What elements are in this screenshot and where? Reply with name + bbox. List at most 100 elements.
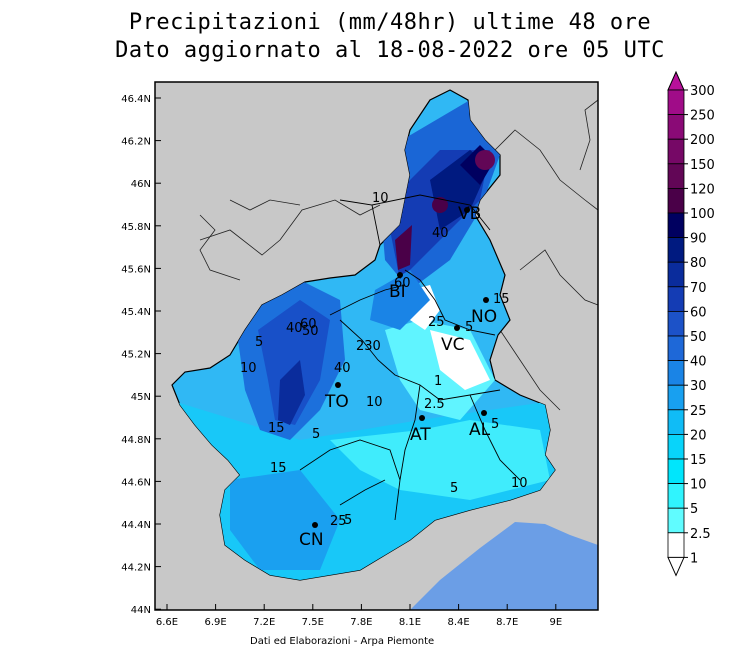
legend-label: 80 xyxy=(690,256,707,271)
legend-swatch xyxy=(667,237,685,263)
city-label-al: AL xyxy=(469,420,491,440)
legend-swatch xyxy=(667,507,685,534)
contour-label: 5 xyxy=(450,481,458,496)
x-tick-label: 8.1E xyxy=(399,617,421,628)
y-tick-label: 45.8N xyxy=(121,222,151,233)
legend-swatch xyxy=(667,114,685,140)
y-tick-label: 44.4N xyxy=(121,520,151,531)
legend-label: 120 xyxy=(690,182,715,197)
contour-label: 25 xyxy=(330,514,347,529)
legend-swatch xyxy=(667,458,685,485)
city-dot xyxy=(454,325,460,331)
contour-label: 5 xyxy=(491,417,499,432)
x-tick-label: 7.8E xyxy=(350,617,372,628)
map-frame xyxy=(154,81,599,611)
y-tick-label: 45.6N xyxy=(121,264,151,275)
city-dot xyxy=(483,297,489,303)
legend-label: 250 xyxy=(690,109,715,124)
legend-cap-bottom xyxy=(667,556,685,577)
city-label-to: TO xyxy=(324,392,349,412)
legend-label: 150 xyxy=(690,158,715,173)
contour-label: 25 xyxy=(428,315,445,330)
legend-label: 100 xyxy=(690,207,715,222)
city-dot xyxy=(419,415,425,421)
contour-label: 10 xyxy=(511,476,528,491)
contour-label: 5 xyxy=(312,427,320,442)
y-tick-label: 44N xyxy=(131,605,151,616)
contour-label: 5 xyxy=(465,320,473,335)
city-label-cn: CN xyxy=(299,530,324,550)
contour-label: 40 xyxy=(286,321,303,336)
city-label-vb: VB xyxy=(458,204,481,224)
neighbor-borders xyxy=(199,99,599,411)
legend-swatch xyxy=(667,187,685,214)
y-tick-label: 46N xyxy=(131,179,151,190)
legend-label: 10 xyxy=(690,478,707,493)
legend-label: 90 xyxy=(690,232,707,247)
legend-label: 1 xyxy=(690,551,698,566)
contour-label: 50 xyxy=(302,324,319,339)
y-tick-label: 44.2N xyxy=(121,563,151,574)
legend-swatch xyxy=(667,212,685,239)
x-tick-label: 7.5E xyxy=(302,617,324,628)
x-axis: 6.6E 6.9E 7.2E 7.5E 7.8E 8.1E 8.4E 8.7E 9E xyxy=(156,604,562,628)
legend-swatch xyxy=(667,433,685,460)
x-tick-label: 9E xyxy=(549,617,562,628)
city-label-no: NO xyxy=(471,307,497,327)
legend-label: 60 xyxy=(690,305,707,320)
map-title-line-2: Dato aggiornato al 18-08-2022 ore 05 UTC xyxy=(115,38,665,63)
legend-swatch xyxy=(667,310,685,337)
legend-swatch xyxy=(667,532,685,558)
x-tick-label: 6.9E xyxy=(204,617,226,628)
legend-swatch xyxy=(667,138,685,165)
y-tick-label: 44.8N xyxy=(121,435,151,446)
contour-label: 5 xyxy=(344,513,352,528)
legend-label: 50 xyxy=(690,330,707,345)
y-tick-label: 44.6N xyxy=(121,477,151,488)
y-tick-label: 46.4N xyxy=(121,94,151,105)
legend-label: 2.5 xyxy=(690,527,711,542)
city-dot xyxy=(397,272,403,278)
contour-label: 10 xyxy=(372,191,389,206)
legend-label: 70 xyxy=(690,281,707,296)
legend-swatch xyxy=(667,89,685,116)
x-tick-label: 7.2E xyxy=(253,617,275,628)
province-borders xyxy=(299,194,521,521)
data-credit: Dati ed Elaborazioni - Arpa Piemonte xyxy=(250,636,435,647)
legend-swatch xyxy=(667,163,685,189)
legend-label: 25 xyxy=(690,404,707,419)
city-label-at: AT xyxy=(410,425,431,445)
contour-label: 5 xyxy=(255,335,263,350)
contour-label: 15 xyxy=(493,292,510,307)
city-label-bi: BI xyxy=(389,282,406,302)
legend-label: 40 xyxy=(690,355,707,370)
legend-label: 20 xyxy=(690,428,707,443)
legend-label: 5 xyxy=(690,502,698,517)
color-legend: 3002502001501201009080706050403025201510… xyxy=(667,70,715,577)
legend-label: 15 xyxy=(690,453,707,468)
contour-label: 60 xyxy=(300,317,317,332)
city-dot xyxy=(464,207,470,213)
contour-label: 1 xyxy=(434,374,442,389)
x-tick-label: 8.4E xyxy=(447,617,469,628)
y-tick-label: 45.4N xyxy=(121,307,151,318)
contour-label: 15 xyxy=(270,461,287,476)
legend-swatch xyxy=(667,384,685,411)
contour-labels: 10 60 40 50 5 15 25 5 40 230 10 1 2.5 5 … xyxy=(240,191,528,529)
y-axis: 46.4N 46.2N 46N 45.8N 45.6N 45.4N 45.2N 45N 44.8… xyxy=(121,94,161,616)
legend-swatch xyxy=(667,483,685,509)
contour-label: 40 xyxy=(432,226,449,241)
city-dot xyxy=(312,522,318,528)
legend-swatch xyxy=(667,335,685,362)
contour-label: 10 xyxy=(366,395,383,410)
x-tick-label: 8.7E xyxy=(496,617,518,628)
city-markers: VB BI NO VC TO AT AL CN xyxy=(299,204,497,550)
y-tick-label: 46.2N xyxy=(121,137,151,148)
legend-swatch xyxy=(667,286,685,312)
city-dot xyxy=(335,382,341,388)
legend-swatch xyxy=(667,261,685,288)
x-tick-label: 6.6E xyxy=(156,617,178,628)
contour-label: 230 xyxy=(356,339,381,354)
contour-label: 2.5 xyxy=(424,397,445,412)
contour-label: 60 xyxy=(394,276,411,291)
